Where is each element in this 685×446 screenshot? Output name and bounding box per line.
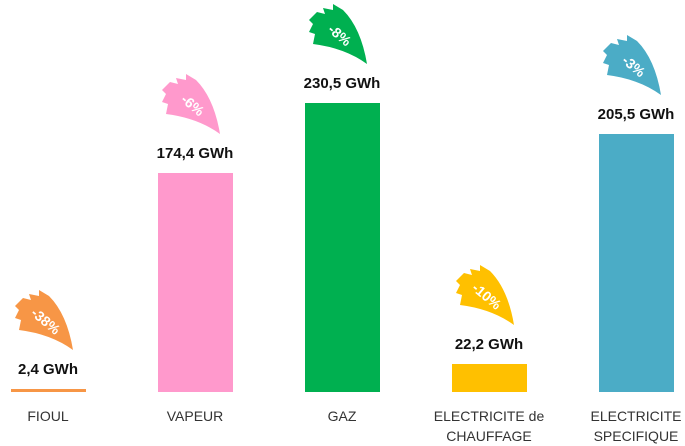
badge-shape (15, 289, 73, 350)
bar (304, 102, 380, 392)
badge: -3% (603, 35, 661, 96)
value-label: 174,4 GWh (156, 145, 234, 163)
badge-group: -3% (603, 35, 661, 96)
bar (451, 364, 527, 392)
badge-group: -38% (15, 289, 73, 350)
badge: -8% (309, 3, 367, 64)
badge-group: -8% (309, 3, 367, 64)
badge-shape (603, 35, 661, 96)
badge: -10% (456, 265, 514, 326)
badge-group: -6% (162, 74, 220, 135)
badge: -38% (15, 289, 73, 350)
value-label: 205,5 GWh (597, 106, 675, 124)
badge-shape (309, 3, 367, 64)
category-label: VAPEUR (166, 408, 224, 424)
value-label: 230,5 GWh (303, 74, 381, 92)
badge-group: -10% (456, 265, 514, 326)
badge-shape (162, 74, 220, 135)
value-label: 22,2 GWh (454, 336, 524, 354)
bar (10, 388, 86, 392)
category-label: ELECTRICITE de CHAUFFAGE (433, 408, 545, 444)
value-label: 2,4 GWh (17, 360, 78, 378)
category-label: GAZ (327, 408, 357, 424)
category-label: ELECTRICITE SPECIFIQUE (590, 408, 682, 444)
badge: -6% (162, 74, 220, 135)
category-label: FIOUL (27, 408, 69, 424)
bar (598, 134, 674, 392)
bar (157, 173, 233, 392)
badge-shape (456, 265, 514, 326)
